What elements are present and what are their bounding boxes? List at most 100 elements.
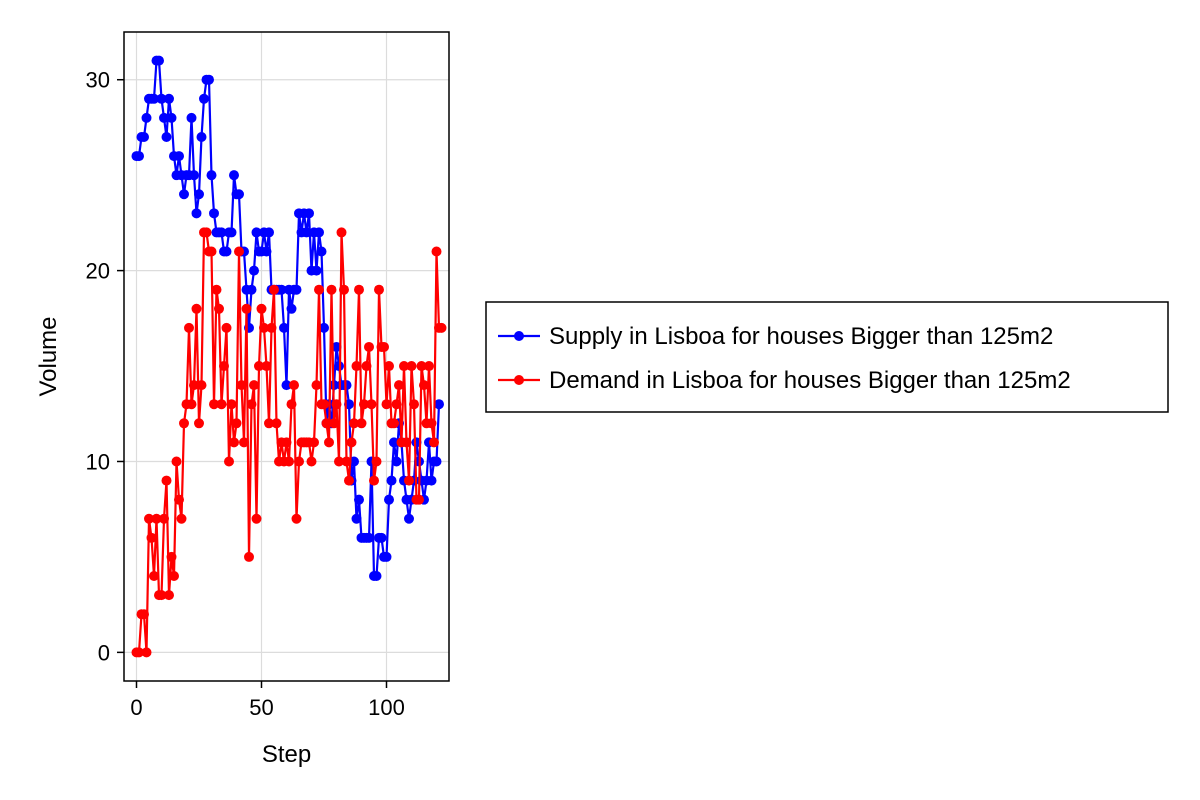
data-point [261, 246, 272, 257]
data-point [294, 456, 304, 467]
data-point [151, 513, 162, 524]
legend-swatch-marker-0 [514, 331, 524, 341]
data-point [331, 341, 342, 352]
data-point [286, 303, 297, 314]
data-point [376, 532, 387, 543]
data-point [309, 437, 319, 448]
data-point [194, 189, 204, 200]
data-point [226, 399, 237, 410]
data-point [261, 361, 272, 372]
legend-label-1: Demand in Lisboa for houses Bigger than … [549, 367, 1071, 394]
data-point [264, 227, 274, 238]
data-point [409, 399, 419, 410]
data-point [201, 227, 212, 238]
data-point [144, 513, 154, 524]
data-point [281, 437, 292, 448]
data-point [226, 227, 237, 238]
data-point [169, 571, 179, 582]
data-point [291, 513, 302, 524]
data-point [216, 227, 227, 238]
data-point [146, 532, 157, 543]
data-point [209, 399, 219, 410]
y-tick-label-0: 0 [98, 640, 110, 665]
plot-area-frame [123, 31, 450, 682]
data-point [304, 208, 314, 219]
data-point [249, 380, 259, 391]
y-tick-label-2: 20 [86, 259, 110, 284]
data-point [271, 418, 282, 429]
data-point [171, 456, 182, 467]
data-point [176, 513, 187, 524]
data-point [424, 361, 434, 372]
data-point [221, 322, 232, 333]
data-point [404, 513, 414, 524]
data-point [319, 322, 329, 333]
data-point [179, 418, 189, 429]
data-point [149, 93, 159, 104]
data-point [206, 170, 217, 181]
data-point [221, 246, 232, 257]
data-point [161, 475, 172, 486]
data-point [174, 151, 184, 162]
data-point [384, 494, 394, 505]
data-point [254, 361, 264, 372]
data-point [154, 55, 164, 66]
y-tick-label-3: 30 [86, 68, 110, 93]
y-axis-ticks: 0 10 20 30 [86, 68, 124, 665]
data-point [159, 513, 169, 524]
data-point [364, 532, 374, 543]
data-point [379, 341, 389, 352]
data-point [316, 246, 327, 257]
data-point [229, 170, 239, 181]
data-point [209, 208, 219, 219]
data-point [431, 246, 442, 257]
data-point [246, 284, 257, 295]
x-axis-label: Step [262, 741, 311, 768]
data-point [166, 551, 177, 562]
data-point [386, 475, 397, 486]
data-point [356, 418, 367, 429]
data-point [414, 494, 424, 505]
data-point [384, 361, 394, 372]
series-1 [131, 227, 447, 658]
data-point [389, 418, 399, 429]
data-point [174, 494, 184, 505]
y-tick-label-1: 10 [86, 449, 110, 474]
data-point [331, 399, 342, 410]
data-point [431, 456, 442, 467]
data-point [234, 246, 244, 257]
data-point [159, 112, 169, 123]
data-point [249, 265, 259, 276]
data-point [141, 112, 152, 123]
data-point [211, 284, 222, 295]
data-point [166, 112, 177, 123]
data-point [141, 647, 152, 658]
data-point [156, 93, 167, 104]
data-point [341, 380, 352, 391]
data-point [336, 227, 347, 238]
data-point [179, 189, 189, 200]
data-point [229, 437, 239, 448]
data-point [239, 437, 249, 448]
data-point [369, 475, 379, 486]
x-axis-ticks: 0 50 100 [130, 681, 405, 720]
data-point [389, 437, 399, 448]
data-point [251, 513, 262, 524]
data-point [231, 418, 242, 429]
data-point [194, 418, 204, 429]
data-point [371, 456, 382, 467]
data-point [139, 131, 149, 142]
series-layer [131, 55, 447, 658]
data-point [434, 399, 444, 410]
data-point [404, 475, 414, 486]
data-point [196, 131, 207, 142]
data-point [256, 303, 267, 314]
data-point [244, 551, 254, 562]
data-point [224, 456, 234, 467]
data-point [401, 437, 412, 448]
data-point [361, 361, 372, 372]
legend-box [485, 301, 1169, 413]
x-tick-label-0: 0 [130, 695, 142, 720]
data-point [241, 303, 252, 314]
